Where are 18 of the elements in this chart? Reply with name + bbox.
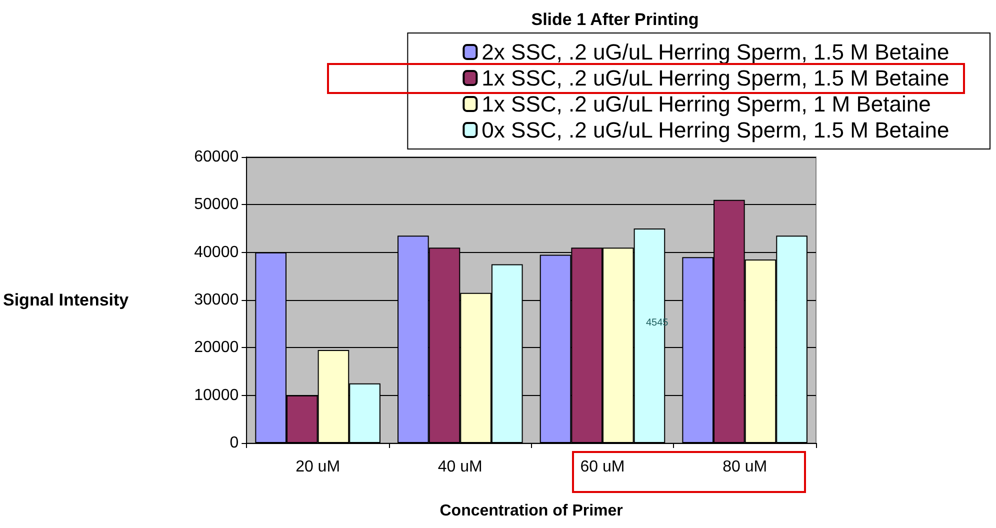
- legend-label: 1x SSC, .2 uG/uL Herring Sperm, 1.5 M Betaine: [482, 66, 950, 90]
- x-tick-label: 80 uM: [722, 458, 768, 476]
- y-tick-label: 10000: [194, 386, 239, 404]
- y-tick-label: 0: [230, 434, 239, 452]
- x-tick-label: 60 uM: [580, 458, 625, 476]
- y-axis-title: Signal Intensity: [2, 290, 130, 310]
- y-tick-label: 30000: [194, 292, 239, 308]
- x-axis-title: Concentration of Primer: [440, 502, 623, 520]
- y-tick-label: 50000: [194, 196, 239, 214]
- y-tick-label: 40000: [194, 244, 239, 261]
- legend-label: 1x SSC, .2 uG/uL Herring Sperm, 1 M Betaine: [482, 92, 931, 116]
- x-tick-label: 40 uM: [438, 458, 482, 476]
- chart-title: Slide 1 After Printing: [531, 10, 699, 29]
- y-tick-label: 60000: [194, 148, 239, 166]
- x-tick-label: 20 uM: [296, 458, 340, 476]
- legend-label: 0x SSC, .2 uG/uL Herring Sperm, 1.5 M Betaine: [482, 118, 950, 142]
- y-tick-label: 20000: [194, 339, 239, 356]
- legend-label: 2x SSC, .2 uG/uL Herring Sperm, 1.5 M Betaine: [482, 40, 950, 64]
